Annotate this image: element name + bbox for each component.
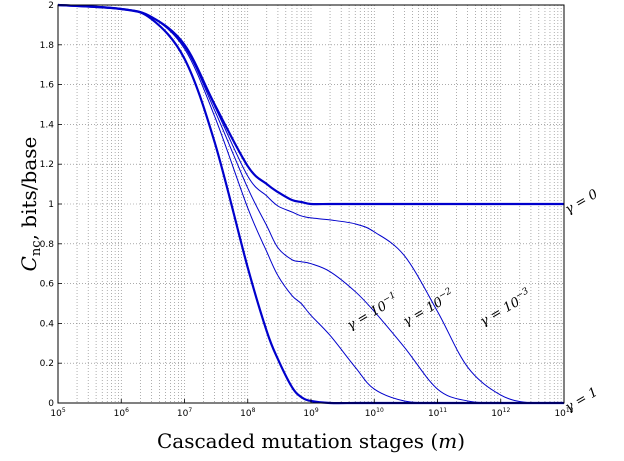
curve-label-gamma-1: γ = 1 [563,385,601,416]
x-tick-label: 1011 [428,407,447,419]
x-tick-label: 109 [303,407,318,419]
x-tick-label: 105 [50,407,65,419]
x-tick-label: 106 [114,407,129,419]
y-tick-label: 1 [48,200,54,210]
y-tick-label: 0.6 [40,280,55,290]
series-line-4 [57,3,564,206]
x-tick-label: 1013 [554,407,573,419]
y-tick-label: 0.8 [40,240,55,250]
y-tick-label: 1.6 [40,81,55,91]
y-tick-label: 0.2 [40,359,54,369]
tick-labels: 0 0.2 0.4 0.6 0.8 1 1.2 1.4 1.6 1.8 2 105 106 107 108 1… [40,1,574,419]
curve-label-gamma-1e-3: γ = 10−3 [477,286,535,329]
x-tick-label: 107 [177,407,192,419]
y-tick-label: 0.4 [40,319,55,329]
curve-label-gamma-1e-2: γ = 10−2 [400,286,458,329]
x-tick-label: 1012 [491,407,510,419]
x-axis-label: Cascaded mutation stages (m) [157,429,465,453]
y-tick-label: 2 [48,1,54,11]
y-tick-label: 1.4 [40,120,55,130]
curve-label-gamma-0: γ = 0 [563,187,601,218]
svg-text:Cnc, bits/base: Cnc, bits/base [17,137,44,272]
y-tick-label: 1.8 [40,41,55,51]
y-tick-label: 0 [48,399,54,409]
x-tick-label: 1010 [365,407,384,419]
curve-label-gamma-1e-1: γ = 10−1 [344,290,402,333]
y-tick-label: 1.2 [40,160,54,170]
y-axis-label: Cnc, bits/base [17,137,44,272]
x-tick-label: 108 [240,407,255,419]
